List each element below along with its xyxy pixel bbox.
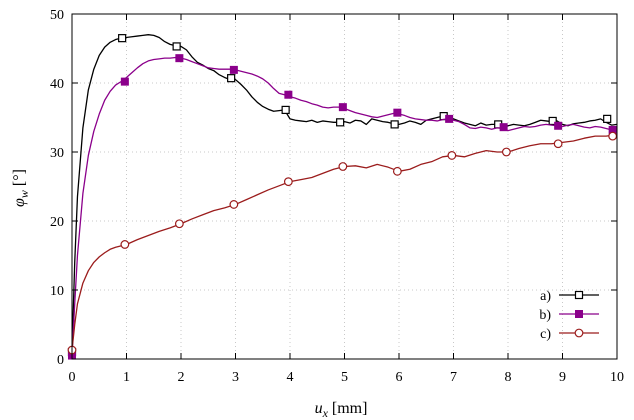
series-point — [501, 147, 511, 157]
y-axis-label: φw [°] — [11, 169, 31, 207]
legend-label: b) — [539, 308, 551, 323]
y-tick-label: 10 — [50, 284, 64, 299]
legend-label: c) — [540, 327, 551, 342]
x-tick-label: 4 — [287, 370, 294, 385]
axis-ticks: 0 1 2 3 4 5 6 7 8 9 10 0 10 20 30 40 50 — [50, 8, 624, 385]
series-point — [554, 121, 563, 130]
x-tick-label: 2 — [178, 370, 185, 385]
legend-marker — [574, 290, 584, 300]
series-point — [603, 114, 612, 123]
y-tick-label: 40 — [50, 77, 64, 92]
series-point — [392, 166, 402, 176]
x-axis-label-symbol: u — [315, 400, 323, 417]
x-axis-label: ux [mm] — [315, 400, 368, 420]
series-point — [118, 34, 127, 43]
series-point — [229, 200, 239, 209]
y-tick-label: 50 — [50, 8, 64, 23]
x-axis-label-subscript: x — [322, 406, 329, 420]
x-tick-label: 0 — [69, 370, 76, 385]
series-point — [553, 139, 563, 149]
series-group — [67, 34, 618, 360]
series-point — [336, 118, 345, 127]
series-point — [499, 123, 508, 132]
legend-marker — [574, 328, 584, 338]
x-axis-label-unit: [mm] — [328, 400, 368, 417]
series-point — [120, 77, 129, 86]
series-point — [608, 131, 618, 141]
series-point — [120, 240, 130, 249]
series-point — [338, 162, 348, 171]
series-point — [174, 219, 184, 229]
series-line — [71, 134, 618, 351]
x-tick-label: 5 — [341, 370, 348, 385]
x-tick-label: 6 — [396, 370, 403, 385]
series-point — [229, 65, 238, 74]
series-point — [175, 54, 184, 63]
x-tick-label: 8 — [505, 370, 512, 385]
series-point — [172, 42, 181, 51]
x-tick-label: 7 — [450, 370, 457, 385]
series-point — [445, 114, 454, 123]
legend: a) b) c) — [539, 289, 599, 342]
y-axis-label-unit: [°] — [11, 169, 28, 190]
series-point — [390, 120, 399, 129]
x-tick-label: 9 — [559, 370, 566, 385]
x-tick-label: 10 — [610, 370, 624, 385]
series-point — [447, 151, 457, 160]
y-tick-label: 30 — [50, 146, 64, 161]
y-axis-label-symbol: φ — [11, 198, 28, 207]
y-tick-label: 0 — [57, 353, 64, 368]
series-point — [548, 116, 557, 126]
series-point — [284, 90, 293, 99]
grid — [72, 14, 617, 359]
legend-label: a) — [540, 289, 551, 304]
y-axis-label-subscript: w — [17, 190, 31, 198]
x-tick-label: 1 — [123, 370, 130, 385]
x-tick-label: 3 — [232, 370, 239, 385]
series-point — [338, 103, 347, 112]
legend-marker — [575, 310, 583, 318]
series-point — [281, 105, 290, 115]
y-tick-label: 20 — [50, 215, 64, 230]
series-point — [283, 177, 293, 187]
series-point — [393, 108, 402, 117]
series-point — [227, 74, 236, 83]
